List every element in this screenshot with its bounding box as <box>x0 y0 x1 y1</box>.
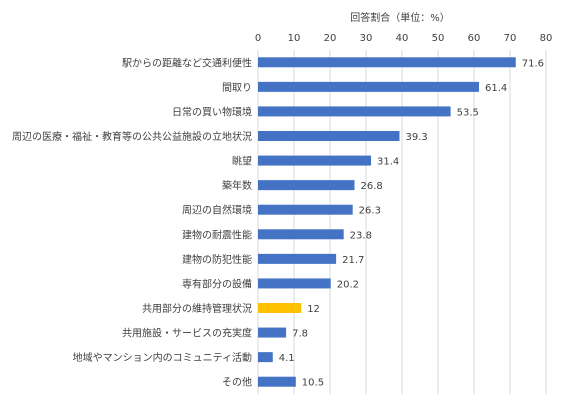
y-tick-label: 築年数 <box>222 179 252 192</box>
x-tick-label: 60 <box>468 33 481 44</box>
bar <box>258 131 400 141</box>
x-tick-label: 50 <box>432 33 445 44</box>
value-label: 26.8 <box>360 181 382 192</box>
value-label: 21.7 <box>342 255 364 266</box>
value-label: 23.8 <box>350 230 372 241</box>
value-label: 26.3 <box>359 206 381 217</box>
bar <box>258 106 451 117</box>
value-label: 12 <box>307 304 320 315</box>
x-tick-label: 0 <box>255 33 261 44</box>
value-label: 39.3 <box>405 132 427 143</box>
y-tick-label: 共用部分の維持管理状況 <box>142 302 252 315</box>
bar <box>258 155 372 166</box>
y-tick-label: 眺望 <box>232 155 252 168</box>
y-tick-label: 地域やマンション内のコミュニティ活動 <box>73 351 252 364</box>
y-tick-label: 建物の耐震性能 <box>182 228 252 241</box>
value-label: 20.2 <box>337 279 359 290</box>
value-label: 53.5 <box>457 107 479 118</box>
y-tick-label: 共用施設・サービスの充実度 <box>122 327 252 340</box>
value-label: 71.6 <box>522 58 544 69</box>
bar <box>258 303 302 313</box>
bar <box>258 352 273 363</box>
bar <box>258 376 296 387</box>
y-tick-label: 周辺の自然環境 <box>182 204 252 217</box>
bar <box>258 253 337 264</box>
bar <box>258 327 287 338</box>
value-label: 10.5 <box>302 378 324 389</box>
y-tick-label: その他 <box>222 376 252 389</box>
bar <box>258 57 516 68</box>
x-tick-label: 20 <box>324 33 337 44</box>
x-tick-label: 10 <box>288 33 301 44</box>
x-tick-label: 30 <box>360 33 373 44</box>
value-label: 61.4 <box>485 83 507 94</box>
bar <box>258 81 480 92</box>
y-tick-label: 建物の防犯性能 <box>182 253 252 266</box>
bar <box>258 278 331 289</box>
bar <box>258 229 344 240</box>
axis-title: 回答割合（単位：%） <box>350 11 450 24</box>
y-tick-label: 専有部分の設備 <box>182 277 252 290</box>
x-tick-label: 70 <box>504 33 517 44</box>
y-tick-label: 駅からの距離など交通利便性 <box>122 56 252 69</box>
y-tick-label: 間取り <box>222 82 252 94</box>
y-tick-label: 周辺の医療・福祉・教育等の公共公益施設の立地状況 <box>12 130 252 143</box>
value-label: 31.4 <box>377 157 399 168</box>
x-tick-label: 80 <box>540 33 553 44</box>
y-tick-label: 日常の買い物環境 <box>172 105 252 118</box>
bar <box>258 204 353 215</box>
value-label: 4.1 <box>279 353 295 364</box>
value-label: 7.8 <box>292 329 308 340</box>
bar <box>258 180 355 191</box>
x-tick-label: 40 <box>396 33 409 44</box>
